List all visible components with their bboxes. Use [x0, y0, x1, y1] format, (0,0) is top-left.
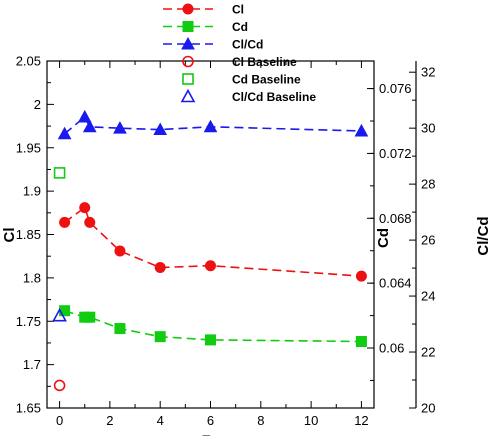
x-tick-label: 4: [157, 413, 164, 428]
data-point-cd: [154, 331, 166, 343]
data-point-cl: [114, 245, 126, 257]
cd-tick-label: 0.06: [379, 341, 404, 356]
legend-marker-cl-baseline: [182, 55, 194, 68]
legend-label-cl-cd: Cl/Cd: [232, 38, 263, 52]
clcd-tick-label: 20: [421, 401, 435, 416]
x-tick-label: 8: [257, 413, 264, 428]
data-point-cl-cd: [354, 123, 369, 137]
data-point-cd: [59, 305, 71, 317]
cl-tick-label: 1.7: [23, 357, 41, 372]
cl-tick-label: 1.95: [16, 140, 41, 155]
data-point-cl: [59, 216, 71, 228]
data-point-cl-cd: [77, 109, 92, 123]
x-tick-label: 0: [56, 413, 63, 428]
data-point-cl-cd: [113, 121, 127, 134]
data-point-cl-baseline: [53, 379, 66, 392]
data-point-cd: [355, 336, 367, 348]
data-point-cl: [84, 216, 96, 228]
data-point-cl: [79, 202, 91, 214]
legend-label-cd: Cd: [232, 20, 248, 34]
cd-tick-label: 0.064: [379, 276, 412, 291]
clcd-tick-label: 28: [421, 177, 435, 192]
plot-frame: [46, 60, 375, 409]
cl-axis-title: Cl: [1, 228, 18, 243]
cl-tick-label: 1.9: [23, 184, 41, 199]
legend-marker-cl-cd: [181, 36, 195, 50]
cl-tick-label: 1.75: [16, 314, 41, 329]
data-point-cl-cd: [203, 119, 218, 133]
legend: Cl Cd Cl/Cd Cl Baseline Cd Baseline Cl/Cd Bas…: [163, 3, 316, 104]
legend-label-cl-baseline: Cl Baseline: [232, 55, 297, 69]
data-point-cl-cd: [57, 126, 72, 140]
legend-marker-cd-baseline: [182, 73, 194, 85]
cd-tick-label: 0.076: [379, 81, 412, 96]
data-point-cl: [355, 270, 367, 282]
cd-tick-label: 0.072: [379, 146, 412, 161]
clcd-axis-title: Cl/Cd: [475, 216, 492, 255]
legend-marker-cl: [182, 3, 194, 15]
data-point-cl: [154, 261, 166, 273]
legend-marker-cl-cd-baseline: [180, 88, 196, 103]
x-tick-label: 2: [106, 413, 113, 428]
x-tick-label: 10: [304, 413, 318, 428]
cl-tick-label: 1.85: [16, 227, 41, 242]
cd-axis-title: Cd: [375, 228, 392, 248]
clcd-tick-label: 26: [421, 233, 435, 248]
legend-label-cl-cd-baseline: Cl/Cd Baseline: [232, 90, 316, 104]
cl-tick-label: 1.65: [16, 401, 41, 416]
data-point-cd: [84, 311, 96, 323]
data-point-cd: [205, 334, 216, 346]
data-point-cl-cd: [82, 119, 97, 133]
x-axis-title: F+: [202, 432, 220, 436]
cl-tick-label: 2: [34, 97, 41, 112]
cd-tick-label: 0.068: [379, 211, 412, 226]
data-point-cd-baseline: [53, 167, 66, 179]
clcd-tick-label: 32: [421, 65, 435, 80]
clcd-tick-label: 24: [421, 289, 435, 304]
clcd-tick-label: 30: [421, 121, 435, 136]
data-point-cl: [205, 260, 216, 272]
legend-label-cl: Cl: [232, 3, 244, 17]
data-point-cl-cd-baseline: [52, 307, 67, 322]
data-point-cd: [114, 323, 126, 335]
legend-label-cd-baseline: Cd Baseline: [232, 73, 301, 87]
x-tick-label: 6: [207, 413, 214, 428]
plot-area: [52, 109, 369, 392]
axes: 024681012F+1.651.71.751.81.851.91.9522.0…: [1, 54, 492, 436]
x-tick-label: 12: [354, 413, 368, 428]
cl-tick-label: 1.8: [23, 270, 41, 285]
legend-marker-cd: [182, 21, 194, 32]
cl-tick-label: 2.05: [16, 54, 41, 69]
clcd-tick-label: 22: [421, 345, 435, 360]
data-point-cl-cd: [153, 122, 168, 136]
